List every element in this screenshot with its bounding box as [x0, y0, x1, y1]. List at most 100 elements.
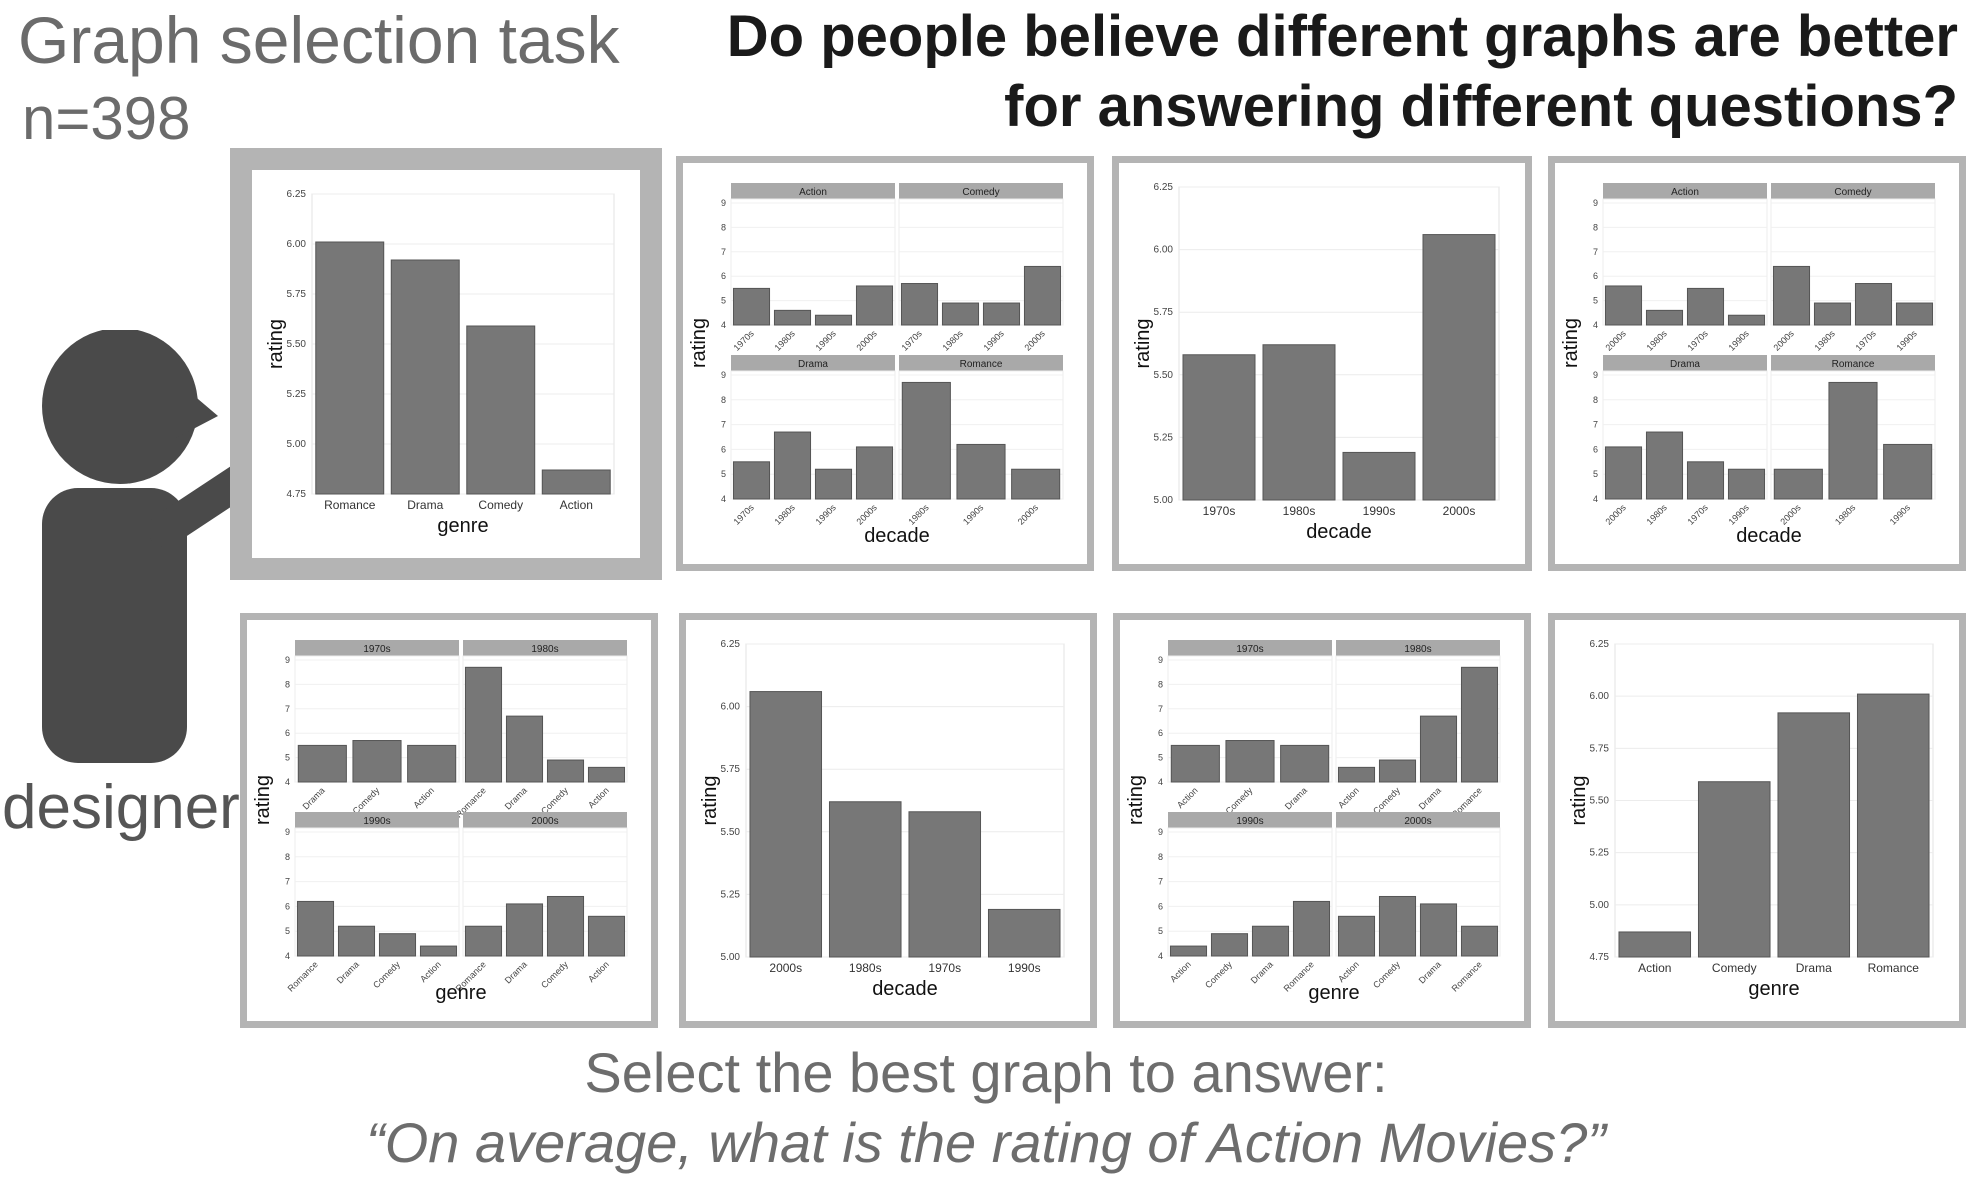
y-tick-label: 5.00 — [287, 439, 307, 450]
facet-strip — [731, 183, 895, 199]
bar-1980s — [1828, 381, 1878, 500]
graph-option-6[interactable]: 5.00 5.25 5.50 5.75 6.00 6.25 2000s 1980s 1970s 1… — [679, 613, 1097, 1028]
bar-romance — [1460, 925, 1499, 957]
chart-2: Action 4 5 6 7 8 9 1970s 1980s 1990s 2000s Comedy 19… — [688, 183, 1064, 547]
x-tick-label: 1980s — [906, 502, 931, 527]
prompt-line: Select the best graph to answer: — [584, 1041, 1388, 1104]
graph-option-8[interactable]: 4.75 5.00 5.25 5.50 5.75 6.00 6.25 Action Comedy… — [1548, 613, 1966, 1028]
x-tick-label: 2000s — [854, 328, 879, 353]
x-tick-label: 1980s — [1644, 328, 1669, 353]
bar-comedy — [378, 933, 417, 957]
x-tick-label: Comedy — [351, 785, 382, 816]
bar-1980s — [773, 431, 812, 500]
graph-option-3[interactable]: 5.00 5.25 5.50 5.75 6.00 6.25 1970s 1980s 1990s 2… — [1112, 156, 1532, 571]
y-tick-label: 7 — [285, 877, 290, 887]
graph-option-2[interactable]: Action 4 5 6 7 8 9 1970s 1980s 1990s 2000s Comedy 19… — [676, 156, 1094, 571]
y-axis-title: rating — [1560, 318, 1582, 368]
y-tick-label: 5.00 — [721, 952, 741, 963]
y-tick-label: 5.75 — [287, 289, 307, 300]
bar-action — [419, 945, 458, 957]
y-tick-label: 5.50 — [1590, 796, 1610, 807]
graph-option-4[interactable]: Action 4 5 6 7 8 9 2000s 1980s 1970s 1990s Comedy 20… — [1548, 156, 1966, 571]
bar-1990s — [987, 908, 1061, 958]
x-tick-label: 2000s — [1778, 502, 1803, 527]
bar-1970s — [1854, 283, 1893, 326]
x-tick-label: Action — [411, 785, 436, 810]
x-tick-label: Comedy — [539, 959, 570, 990]
bar-comedy — [466, 325, 536, 495]
y-tick-label: 5 — [285, 926, 290, 936]
x-tick-label: Drama — [335, 959, 361, 985]
x-tick-label: Drama — [1796, 961, 1832, 975]
bar-1980s — [1645, 431, 1684, 500]
bar-1990s — [814, 468, 853, 500]
chart-7: 1970s 4 5 6 7 8 9 Action Comedy Drama 1980s Action C… — [1125, 640, 1501, 1004]
y-axis-title: rating — [699, 775, 721, 825]
x-tick-label: Action — [1168, 959, 1193, 984]
task-title: Graph selection task — [18, 3, 620, 77]
x-tick-label: 1990s — [981, 328, 1006, 353]
x-tick-label: 1980s — [1833, 502, 1858, 527]
graph-option-1[interactable]: 4.75 5.00 5.25 5.50 5.75 6.00 6.25 Romance Drama… — [230, 148, 662, 580]
x-axis-title: genre — [437, 515, 488, 537]
question-line: “On average, what is the rating of Actio… — [366, 1111, 1606, 1174]
chart-4: Action 4 5 6 7 8 9 2000s 1980s 1970s 1990s Comedy 20… — [1560, 183, 1936, 547]
x-tick-label: 1980s — [1283, 504, 1316, 518]
y-tick-label: 4 — [285, 951, 290, 961]
facet-strip — [1771, 355, 1935, 371]
x-tick-label: 1970s — [731, 328, 756, 353]
bar-1980s — [1645, 309, 1684, 326]
chart-1: 4.75 5.00 5.25 5.50 5.75 6.00 6.25 Romance Drama… — [265, 189, 615, 537]
x-tick-label: 2000s — [1443, 504, 1476, 518]
speech-pointer — [176, 382, 218, 438]
graph-option-5[interactable]: 1970s 4 5 6 7 8 9 Drama Comedy Action 1980s Romance… — [240, 613, 658, 1028]
facet-strip — [295, 640, 459, 656]
x-tick-label: Comedy — [539, 785, 570, 816]
y-tick-label: 8 — [721, 395, 726, 405]
facet-title: Drama — [798, 359, 828, 370]
y-tick-label: 7 — [1593, 420, 1598, 430]
bar-1970s — [908, 811, 982, 958]
bar-1970s — [1182, 354, 1256, 501]
facet-title: 1980s — [1404, 644, 1431, 655]
bar-drama — [1280, 744, 1330, 783]
x-tick-label: Drama — [1417, 785, 1443, 811]
y-axis-title: rating — [1132, 318, 1154, 368]
x-tick-label: 1980s — [772, 502, 797, 527]
y-tick-label: 8 — [1593, 395, 1598, 405]
facet-title: 1990s — [1236, 816, 1263, 827]
y-tick-label: 5.50 — [721, 827, 741, 838]
bar-action — [407, 744, 457, 783]
y-axis-title: rating — [1125, 775, 1147, 825]
graph-option-7[interactable]: 1970s 4 5 6 7 8 9 Action Comedy Drama 1980s Action C… — [1113, 613, 1531, 1028]
x-tick-label: 2000s — [1603, 502, 1628, 527]
bar-drama — [505, 903, 544, 957]
y-axis-title: rating — [252, 775, 274, 825]
bar-1980s — [901, 381, 951, 500]
y-tick-label: 5.00 — [1154, 495, 1174, 506]
facet-strip — [1336, 812, 1500, 828]
y-tick-label: 6 — [1158, 901, 1163, 911]
y-tick-label: 7 — [1158, 704, 1163, 714]
y-tick-label: 5.25 — [1590, 848, 1610, 859]
y-tick-label: 5 — [1158, 926, 1163, 936]
facet-title: 1970s — [1236, 644, 1263, 655]
bar-1970s — [1686, 461, 1725, 500]
y-tick-label: 6.00 — [1590, 691, 1610, 702]
y-tick-label: 6.00 — [1154, 245, 1174, 256]
y-tick-label: 8 — [1158, 852, 1163, 862]
y-tick-label: 9 — [1593, 198, 1598, 208]
y-axis-title: rating — [265, 319, 287, 369]
bar-romance — [296, 900, 335, 957]
x-axis-title: genre — [435, 982, 486, 1004]
y-tick-label: 5 — [1593, 296, 1598, 306]
y-tick-label: 7 — [721, 247, 726, 257]
x-tick-label: Comedy — [1224, 785, 1255, 816]
facet-strip — [1771, 183, 1935, 199]
y-tick-label: 5.25 — [287, 389, 307, 400]
bar-romance — [1460, 666, 1499, 783]
x-tick-label: Comedy — [1203, 959, 1234, 990]
y-tick-label: 5.75 — [1154, 307, 1174, 318]
x-tick-label: 1970s — [1203, 504, 1236, 518]
y-tick-label: 6.25 — [721, 639, 741, 650]
